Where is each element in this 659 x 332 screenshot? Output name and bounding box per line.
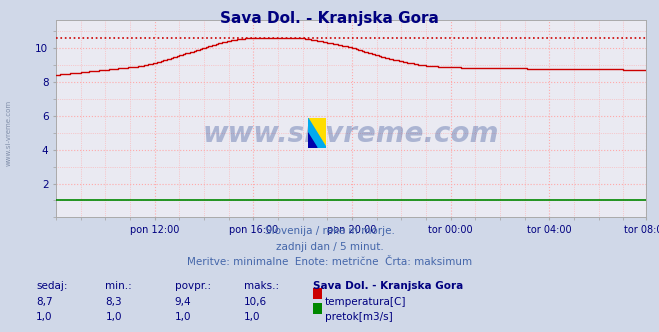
Text: Slovenija / reke in morje.: Slovenija / reke in morje. xyxy=(264,226,395,236)
Text: sedaj:: sedaj: xyxy=(36,281,68,290)
Text: Sava Dol. - Kranjska Gora: Sava Dol. - Kranjska Gora xyxy=(220,11,439,26)
Text: min.:: min.: xyxy=(105,281,132,290)
Text: www.si-vreme.com: www.si-vreme.com xyxy=(203,121,499,148)
Polygon shape xyxy=(308,118,326,148)
Text: povpr.:: povpr.: xyxy=(175,281,211,290)
Text: pretok[m3/s]: pretok[m3/s] xyxy=(325,312,393,322)
Polygon shape xyxy=(308,118,326,148)
Text: 1,0: 1,0 xyxy=(105,312,122,322)
Text: Sava Dol. - Kranjska Gora: Sava Dol. - Kranjska Gora xyxy=(313,281,463,290)
Text: maks.:: maks.: xyxy=(244,281,279,290)
Text: 1,0: 1,0 xyxy=(36,312,53,322)
Text: 10,6: 10,6 xyxy=(244,297,267,307)
Text: 8,3: 8,3 xyxy=(105,297,122,307)
Text: 1,0: 1,0 xyxy=(175,312,191,322)
Text: 9,4: 9,4 xyxy=(175,297,191,307)
Text: 1,0: 1,0 xyxy=(244,312,260,322)
Text: temperatura[C]: temperatura[C] xyxy=(325,297,407,307)
Text: 8,7: 8,7 xyxy=(36,297,53,307)
Text: www.si-vreme.com: www.si-vreme.com xyxy=(5,100,12,166)
Text: zadnji dan / 5 minut.: zadnji dan / 5 minut. xyxy=(275,242,384,252)
Polygon shape xyxy=(308,133,317,148)
Text: Meritve: minimalne  Enote: metrične  Črta: maksimum: Meritve: minimalne Enote: metrične Črta:… xyxy=(187,257,472,267)
